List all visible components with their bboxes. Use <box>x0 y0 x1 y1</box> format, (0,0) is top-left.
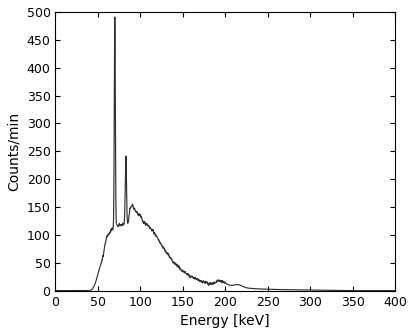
X-axis label: Energy [keV]: Energy [keV] <box>180 314 269 328</box>
Y-axis label: Counts/min: Counts/min <box>7 112 21 191</box>
